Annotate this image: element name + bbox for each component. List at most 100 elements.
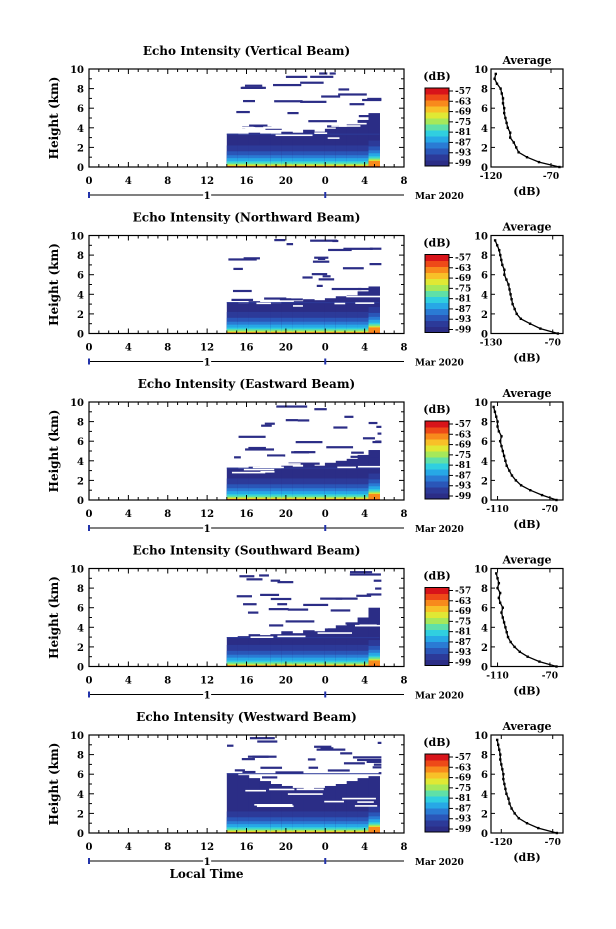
x-tick-label: 4 [361, 509, 368, 520]
colorbar-swatch [425, 760, 449, 767]
y-tick-label: 2 [77, 476, 84, 487]
colorbar-swatch [425, 629, 449, 636]
heatmap-cell [359, 624, 377, 627]
y-tick-label: 0 [77, 330, 84, 341]
colorbar-swatch [425, 778, 449, 785]
x-tick-label: 8 [164, 842, 171, 853]
beam-panel-0: Echo Intensity (Vertical Beam) Height (km… [47, 44, 564, 202]
heatmap-cell [320, 747, 334, 750]
heatmap-cell [303, 603, 329, 607]
date-label: Mar 2020 [415, 192, 464, 202]
heatmap-cell [368, 421, 378, 425]
colorbar-tick-label: -93 [455, 482, 471, 492]
colorbar-swatch [425, 814, 449, 821]
y-tick-label: 8 [77, 751, 84, 762]
profile-frame [490, 401, 564, 501]
profile-title: Average [501, 387, 551, 400]
profile-x-tick-label: -120 [490, 838, 513, 848]
colorbar-swatch [425, 314, 449, 321]
heatmap-cell [317, 257, 326, 261]
heatmap-cell [318, 278, 335, 281]
colorbar-swatch [425, 481, 449, 488]
heatmap-cell [281, 785, 293, 833]
y-tick-label: 10 [70, 731, 84, 742]
colorbar-tick-label: -81 [455, 295, 471, 305]
colorbar-tick-label: -99 [455, 159, 471, 169]
heatmap-cell [250, 636, 274, 638]
colorbar-swatch [425, 659, 449, 666]
heatmap-cell [358, 115, 374, 118]
heatmap-cell [357, 465, 382, 468]
y-tick-label: 10 [70, 65, 84, 76]
y-tick-label: 8 [77, 418, 84, 429]
date-label: Mar 2020 [415, 858, 464, 868]
heatmap-cell [316, 748, 346, 751]
y-tick-label: 6 [77, 271, 84, 282]
colorbar-swatch [425, 320, 449, 327]
profile-x-tick-label: -70 [542, 672, 558, 682]
x-tick-label: 8 [164, 176, 171, 187]
heatmap-cell [228, 126, 254, 129]
profile-y-tick-label: 4 [481, 124, 488, 135]
heatmap-cell [259, 781, 272, 833]
profile-title: Average [501, 554, 551, 567]
colorbar-tick-label: -87 [455, 638, 471, 648]
panel-title: Echo Intensity (Westward Beam) [136, 710, 357, 724]
colorbar-tick-label: -69 [455, 108, 471, 118]
x-tick-label: 12 [200, 343, 214, 354]
colorbar-tick-label: -93 [455, 648, 471, 658]
x-tick-label: 0 [86, 676, 93, 687]
colorbar-swatch [425, 796, 449, 803]
day-marker-label: 1 [204, 691, 211, 702]
heatmap-cell [368, 826, 380, 833]
colorbar-tick-label: -69 [455, 607, 471, 617]
heatmap-cell [246, 578, 263, 581]
colorbar-tick-label: -81 [455, 461, 471, 471]
beam-panel-1: Echo Intensity (Northward Beam) Height (k… [47, 211, 564, 369]
heatmap-cell [227, 744, 234, 747]
heatmap-layer [226, 72, 382, 167]
colorbar-swatch [425, 790, 449, 797]
heatmap-cell [316, 284, 323, 287]
colorbar-swatch [425, 124, 449, 131]
x-tick-label: 8 [164, 343, 171, 354]
heatmap-cell [233, 267, 243, 271]
heatmap-cell [273, 83, 302, 87]
colorbar-swatch [425, 623, 449, 630]
colorbar-swatch [425, 142, 449, 149]
beam-panel-4: Echo Intensity (Westward Beam) Height (km… [47, 710, 564, 868]
colorbar-tick-label: -57 [455, 753, 471, 763]
profile-y-tick-label: 10 [474, 398, 488, 409]
heatmap-cell [242, 770, 256, 774]
x-tick-label: 4 [125, 343, 132, 354]
y-axis-label: Height (km) [47, 243, 61, 326]
heatmap-cell [376, 425, 382, 428]
colorbar-tick-label: -81 [455, 794, 471, 804]
colorbar-unit: (dB) [423, 237, 450, 250]
colorbar-tick-label: -93 [455, 149, 471, 159]
heatmap-cell [277, 635, 306, 638]
heatmap-cell [247, 611, 259, 614]
colorbar: -57-63-69-75-81-87-93-99 [424, 254, 471, 336]
colorbar-frame [424, 254, 450, 333]
profile-y-tick-label: 4 [481, 790, 488, 801]
heatmap-cell [337, 466, 356, 469]
colorbar-tick-label: -63 [455, 430, 471, 440]
heatmap-cell [349, 103, 365, 106]
heatmap-cell [368, 160, 380, 167]
heatmap-cell [335, 597, 358, 600]
y-tick-label: 10 [70, 565, 84, 576]
colorbar-tick-label: -57 [455, 254, 471, 264]
colorbar-swatch [425, 272, 449, 279]
heatmap-cell [275, 134, 313, 137]
colorbar-swatch [425, 587, 449, 594]
heatmap-cell [357, 287, 374, 291]
heatmap-cell [226, 302, 380, 304]
day-marker-bg [203, 855, 212, 867]
heatmap-cell [294, 451, 316, 454]
heatmap-cell [357, 617, 370, 667]
x-tick-label: 12 [200, 676, 214, 687]
x-tick-label: 8 [164, 509, 171, 520]
heatmap-cell [333, 426, 348, 429]
